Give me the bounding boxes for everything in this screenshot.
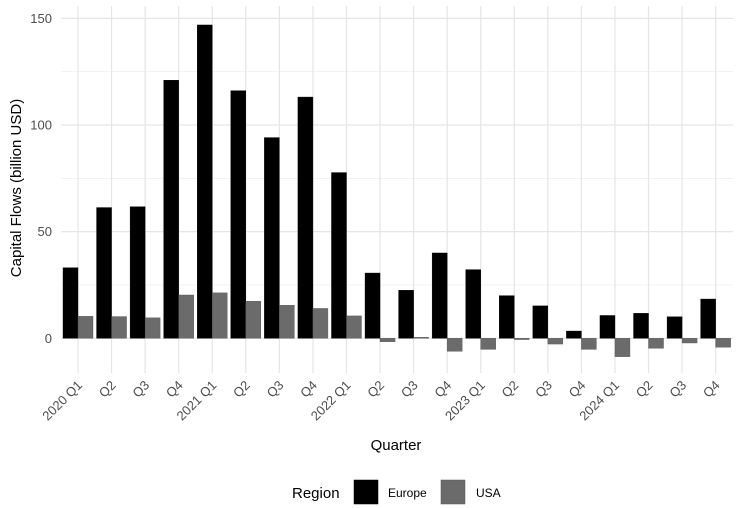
bar-usa [446, 338, 463, 352]
x-tick-label: Q2 [230, 378, 253, 401]
bar-series [62, 24, 731, 357]
bar-usa [547, 338, 564, 345]
x-tick-label: 2020 Q1 [39, 378, 85, 424]
bar-europe [129, 206, 146, 339]
bar-europe [197, 24, 213, 339]
x-tick-label: Q3 [129, 378, 152, 401]
bar-europe [230, 90, 247, 339]
bar-usa [581, 338, 597, 350]
bar-usa [212, 292, 228, 339]
legend-key-usa [440, 479, 466, 505]
bar-usa [279, 305, 295, 339]
legend-label-usa: USA [476, 486, 501, 500]
bar-usa [144, 317, 161, 339]
x-tick-label: Q4 [566, 378, 589, 401]
bar-europe [364, 272, 381, 339]
bar-usa [648, 338, 664, 349]
legend-key-europe [353, 479, 379, 505]
bar-europe [532, 305, 549, 339]
x-tick-label: Q4 [431, 378, 454, 401]
x-tick-label: Q2 [499, 378, 522, 401]
x-tick-label: Q3 [666, 378, 689, 401]
bar-europe [264, 137, 280, 339]
y-tick-label: 100 [30, 118, 52, 133]
bar-europe [431, 252, 448, 339]
x-tick-label: Q2 [96, 378, 119, 401]
bar-usa [245, 300, 262, 339]
legend-title: Region [292, 485, 340, 502]
bar-europe [163, 80, 179, 339]
bar-europe [398, 290, 414, 339]
x-tick-label: Q2 [364, 378, 387, 401]
y-axis-title: Capital Flows (billion USD) [8, 99, 25, 277]
bar-usa [681, 338, 698, 344]
bar-usa [614, 338, 631, 357]
bar-usa [514, 338, 530, 340]
bar-europe [633, 313, 649, 339]
x-tick-label: Q4 [297, 378, 320, 401]
bar-usa [178, 294, 194, 339]
bar-usa [77, 316, 94, 339]
legend-label-europe: Europe [388, 486, 427, 500]
bar-europe [566, 330, 582, 339]
bar-europe [331, 172, 347, 339]
bar-europe [465, 269, 481, 339]
x-tick-label: Q3 [532, 378, 555, 401]
plot-grid [61, 6, 733, 373]
x-axis-title: Quarter [371, 437, 422, 454]
x-tick-label: Q4 [700, 378, 723, 401]
bar-europe [666, 316, 683, 339]
bar-usa [111, 316, 127, 339]
x-tick-label: Q3 [398, 378, 421, 401]
bar-usa [379, 338, 396, 342]
bar-europe [62, 267, 79, 339]
bar-usa [480, 338, 496, 350]
bar-europe [599, 315, 616, 339]
x-tick-label: Q2 [633, 378, 656, 401]
bar-usa [413, 337, 429, 339]
x-tick-label: Q4 [163, 378, 186, 401]
bar-usa [715, 338, 731, 348]
bar-europe [96, 207, 112, 339]
bar-usa [312, 308, 329, 339]
bar-usa [346, 315, 362, 339]
y-tick-label: 150 [30, 11, 52, 26]
legend: Region Europe USA [292, 479, 501, 505]
y-axis-ticks: 0 50 100 150 [30, 11, 52, 346]
y-tick-label: 50 [38, 224, 52, 239]
y-tick-label: 0 [45, 331, 52, 346]
bar-europe [499, 295, 515, 339]
bar-europe [297, 96, 314, 339]
x-tick-label: Q3 [264, 378, 287, 401]
bar-europe [700, 298, 716, 339]
